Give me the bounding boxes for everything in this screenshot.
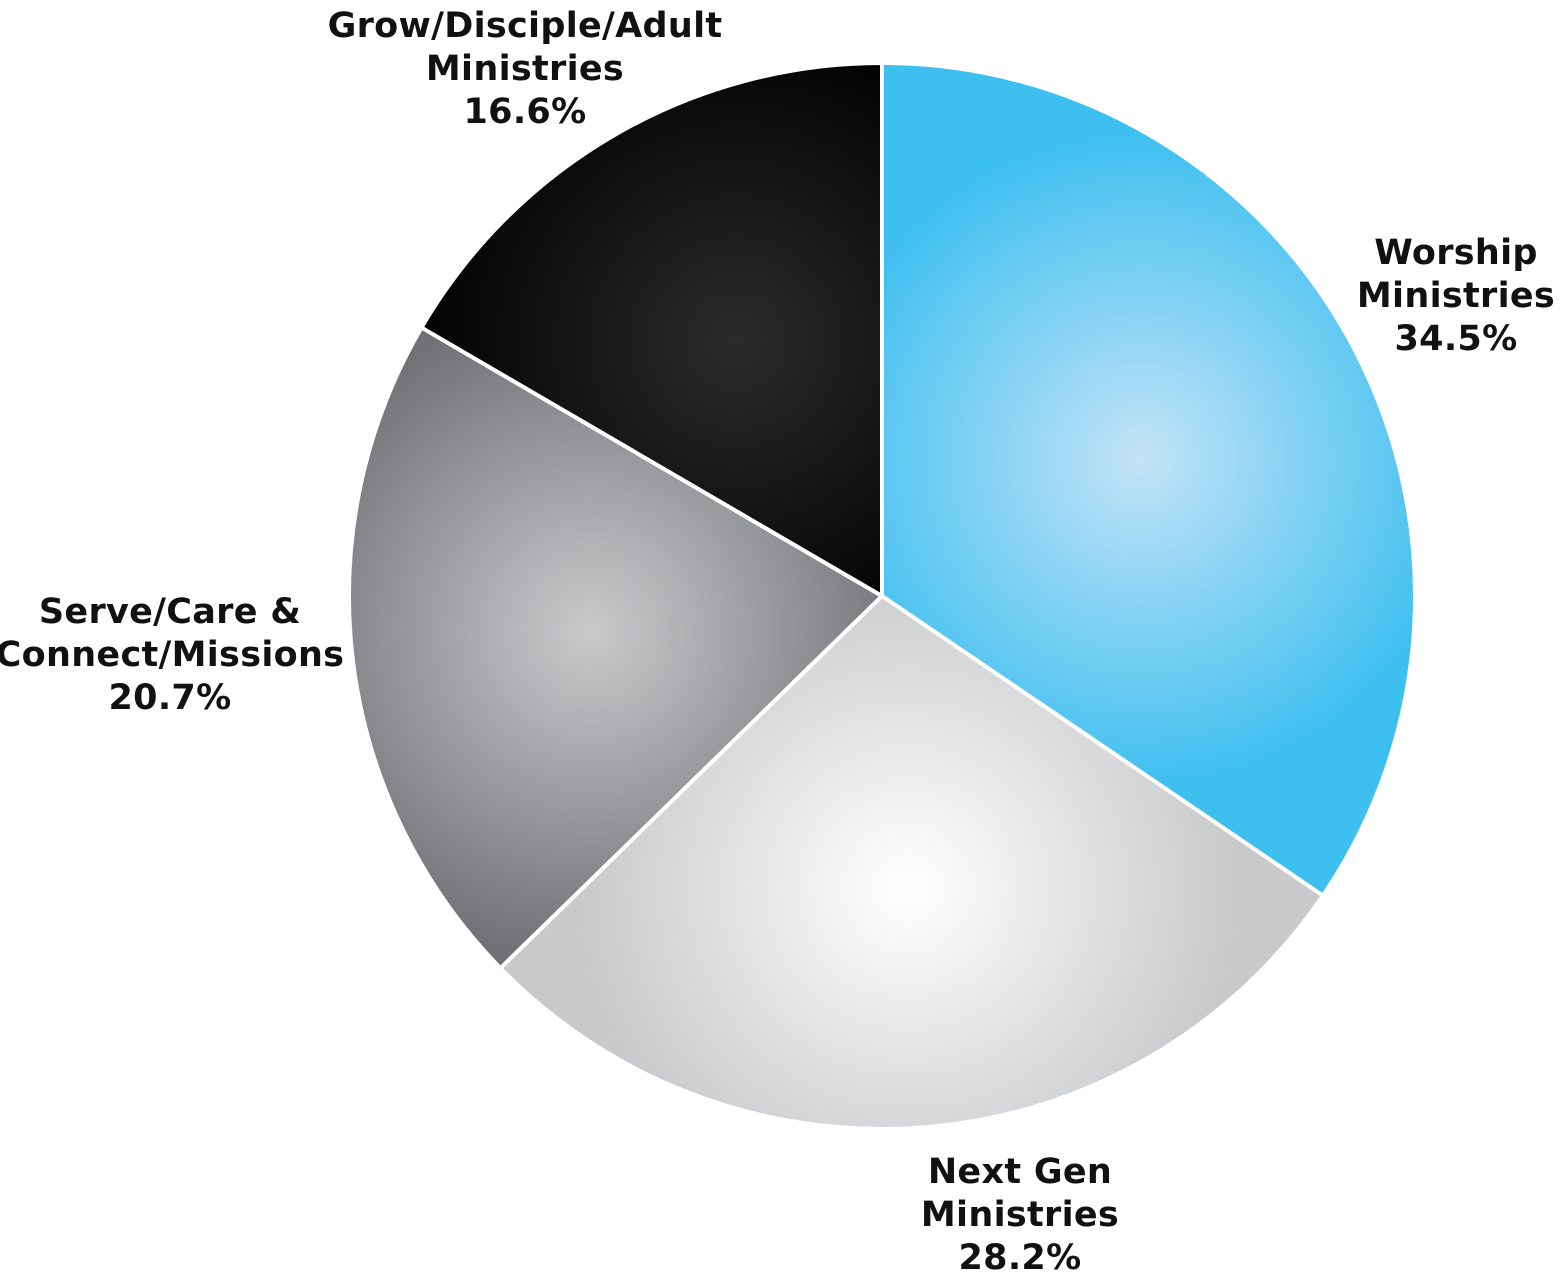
slice-label-text: Worship: [1374, 233, 1538, 273]
slice-label-text: Ministries: [920, 1195, 1120, 1235]
pie-slice-worship-ministries: [880, 61, 1417, 898]
slice-label-text: Serve/Care &: [38, 592, 302, 632]
slice-label-worship-ministries: Worship Ministries 34.5%: [1357, 232, 1555, 361]
slice-value-label: 20.7%: [108, 678, 232, 718]
slice-label-text: Grow/Disciple/Adult: [327, 6, 723, 46]
slice-label-text: Ministries: [425, 49, 625, 89]
slice-label-text: Connect/Missions: [0, 635, 345, 675]
slice-value-label: 28.2%: [958, 1238, 1082, 1278]
pie-slice-serve-care-connect-missions: [347, 325, 884, 971]
slice-label-text: Next Gen: [927, 1152, 1113, 1192]
slice-label-grow-disciple-adult-ministries: Grow/Disciple/Adult Ministries 16.6%: [328, 5, 723, 134]
slice-value-label: 34.5%: [1394, 319, 1518, 359]
pie-slice-next-gen-ministries: [498, 594, 1325, 1131]
slice-label-serve-care-connect-missions: Serve/Care & Connect/Missions 20.7%: [0, 591, 344, 720]
slice-value-label: 16.6%: [463, 92, 587, 132]
slice-label-text: Ministries: [1356, 276, 1556, 316]
pie-slices: [347, 61, 1417, 1131]
pie-slice-grow-disciple-adult-ministries: [419, 61, 884, 598]
slice-label-next-gen-ministries: Next Gen Ministries 28.2%: [921, 1151, 1119, 1280]
